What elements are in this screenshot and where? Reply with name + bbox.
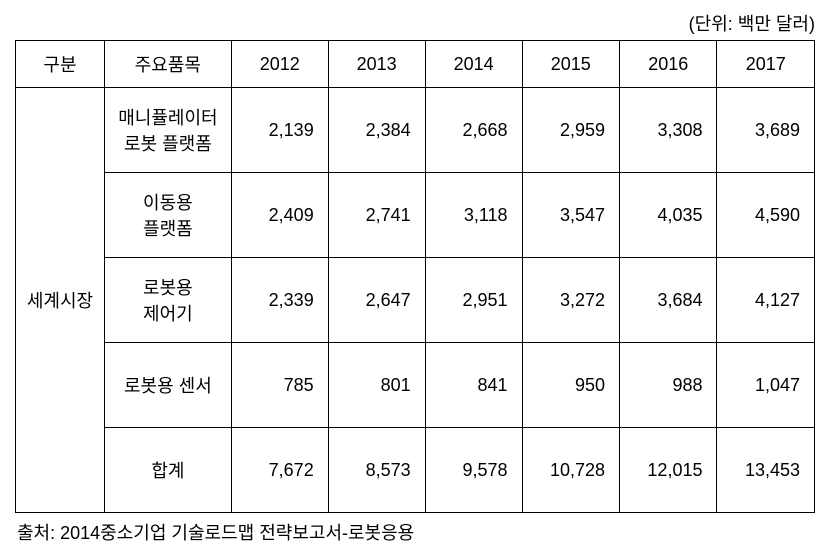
cell-value: 13,453 [717, 428, 815, 513]
cell-value: 801 [328, 343, 425, 428]
item-label: 로봇용제어기 [104, 258, 231, 343]
cell-value: 8,573 [328, 428, 425, 513]
col-header-2015: 2015 [522, 41, 619, 88]
cell-value: 785 [231, 343, 328, 428]
cell-value: 4,127 [717, 258, 815, 343]
table-row: 로봇용제어기 2,339 2,647 2,951 3,272 3,684 4,1… [16, 258, 815, 343]
col-header-2017: 2017 [717, 41, 815, 88]
cell-value: 2,384 [328, 88, 425, 173]
cell-value: 4,590 [717, 173, 815, 258]
cell-value: 3,118 [425, 173, 522, 258]
market-table: 구분 주요품목 2012 2013 2014 2015 2016 2017 세계… [15, 40, 815, 513]
table-header-row: 구분 주요품목 2012 2013 2014 2015 2016 2017 [16, 41, 815, 88]
col-header-2016: 2016 [620, 41, 717, 88]
cell-value: 2,951 [425, 258, 522, 343]
cell-value: 3,547 [522, 173, 619, 258]
cell-value: 9,578 [425, 428, 522, 513]
cell-value: 950 [522, 343, 619, 428]
col-header-2014: 2014 [425, 41, 522, 88]
cell-value: 2,647 [328, 258, 425, 343]
source-citation: 출처: 2014중소기업 기술로드맵 전략보고서-로봇응용 [13, 519, 817, 545]
col-header-2013: 2013 [328, 41, 425, 88]
item-label: 이동용플랫폼 [104, 173, 231, 258]
cell-value: 10,728 [522, 428, 619, 513]
table-row: 이동용플랫폼 2,409 2,741 3,118 3,547 4,035 4,5… [16, 173, 815, 258]
cell-value: 988 [620, 343, 717, 428]
unit-label: (단위: 백만 달러) [15, 10, 815, 36]
cell-value: 3,689 [717, 88, 815, 173]
table-row: 합계 7,672 8,573 9,578 10,728 12,015 13,45… [16, 428, 815, 513]
cell-value: 12,015 [620, 428, 717, 513]
cell-value: 3,272 [522, 258, 619, 343]
cell-value: 841 [425, 343, 522, 428]
cell-value: 2,668 [425, 88, 522, 173]
cell-value: 3,308 [620, 88, 717, 173]
cell-value: 3,684 [620, 258, 717, 343]
col-header-item: 주요품목 [104, 41, 231, 88]
item-label: 합계 [104, 428, 231, 513]
cell-value: 2,409 [231, 173, 328, 258]
cell-value: 2,139 [231, 88, 328, 173]
col-header-2012: 2012 [231, 41, 328, 88]
col-header-division: 구분 [16, 41, 105, 88]
table-row: 세계시장 매니퓰레이터로봇 플랫폼 2,139 2,384 2,668 2,95… [16, 88, 815, 173]
cell-value: 4,035 [620, 173, 717, 258]
item-label: 로봇용 센서 [104, 343, 231, 428]
cell-value: 2,741 [328, 173, 425, 258]
row-header-world-market: 세계시장 [16, 88, 105, 513]
cell-value: 2,339 [231, 258, 328, 343]
cell-value: 1,047 [717, 343, 815, 428]
cell-value: 7,672 [231, 428, 328, 513]
item-label: 매니퓰레이터로봇 플랫폼 [104, 88, 231, 173]
cell-value: 2,959 [522, 88, 619, 173]
table-row: 로봇용 센서 785 801 841 950 988 1,047 [16, 343, 815, 428]
